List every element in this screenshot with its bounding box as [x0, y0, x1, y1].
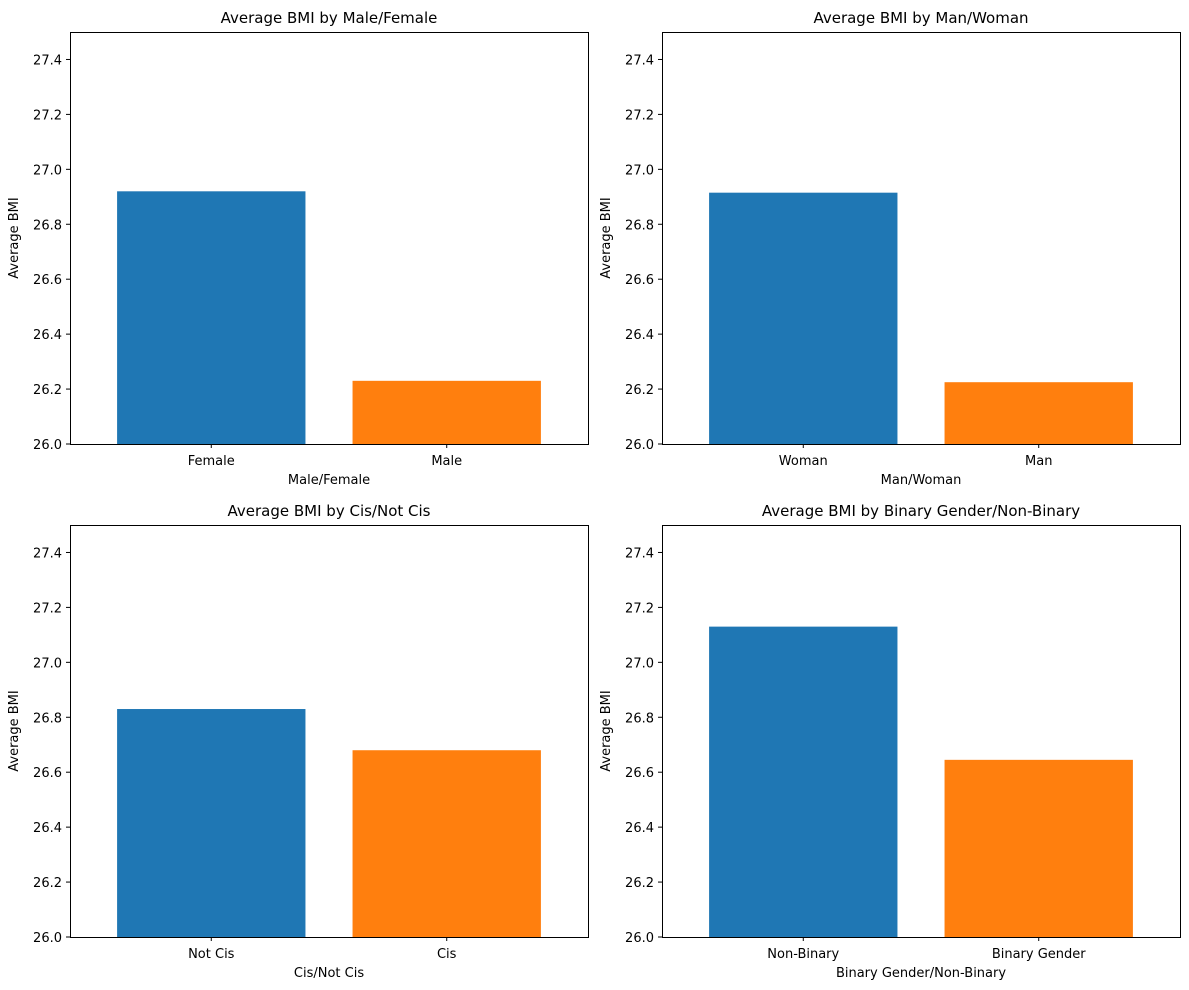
x-tick-label: Man — [1025, 454, 1052, 469]
y-tick-label: 27.0 — [625, 163, 654, 178]
chart-title: Average BMI by Cis/Not Cis — [228, 502, 431, 520]
chart-panel-1: Female Male 26.0 26.2 26.4 26.6 26.8 27.0 27.2 27… — [7, 9, 589, 488]
y-tick-label: 26.2 — [625, 876, 654, 891]
y-tick-label: 26.4 — [33, 328, 62, 343]
y-tick-label: 27.0 — [625, 656, 654, 671]
y-axis-label: Average BMI — [599, 197, 614, 279]
x-tick-label: Cis — [437, 947, 457, 962]
x-tick-label: Binary Gender — [992, 947, 1086, 962]
x-axis-label: Cis/Not Cis — [294, 966, 364, 981]
x-tick-label: Non-Binary — [767, 947, 839, 962]
y-tick-label: 27.2 — [625, 108, 654, 123]
bar-cis — [352, 750, 541, 937]
bar-binary-gender — [944, 759, 1133, 937]
y-tick-label: 26.2 — [33, 876, 62, 891]
x-tick-label: Woman — [779, 454, 828, 469]
bar-man — [944, 382, 1133, 444]
y-tick-label: 26.2 — [33, 383, 62, 398]
y-tick-label: 27.2 — [625, 601, 654, 616]
y-tick-label: 27.4 — [33, 546, 62, 561]
x-axis-label: Binary Gender/Non-Binary — [836, 966, 1006, 981]
y-tick-label: 26.4 — [33, 821, 62, 836]
y-tick-label: 27.0 — [33, 163, 62, 178]
bar-not-cis — [117, 709, 306, 937]
y-tick-label: 26.8 — [33, 711, 62, 726]
y-tick-label: 26.0 — [625, 438, 654, 453]
chart-panel-3: Not Cis Cis 26.0 26.2 26.4 26.6 26.8 27.0 27.2 27… — [7, 502, 589, 981]
y-tick-label: 27.2 — [33, 601, 62, 616]
y-tick-label: 26.4 — [625, 328, 654, 343]
y-tick-label: 26.8 — [625, 218, 654, 233]
y-tick-label: 26.8 — [625, 711, 654, 726]
chart-title: Average BMI by Binary Gender/Non-Binary — [762, 502, 1080, 520]
chart-panel-4: Non-Binary Binary Gender 26.0 26.2 26.4 26.6 2… — [599, 502, 1181, 981]
y-tick-label: 26.6 — [625, 273, 654, 288]
y-tick-label: 27.4 — [33, 53, 62, 68]
y-tick-label: 26.4 — [625, 821, 654, 836]
chart-title: Average BMI by Male/Female — [221, 9, 438, 27]
plot-frame — [662, 32, 1181, 445]
y-tick-label: 27.4 — [625, 546, 654, 561]
y-tick-label: 26.0 — [33, 438, 62, 453]
plot-frame — [70, 525, 589, 938]
x-tick-label: Male — [431, 454, 462, 469]
x-tick-label: Female — [188, 454, 235, 469]
y-tick-label: 26.6 — [33, 273, 62, 288]
chart-title: Average BMI by Man/Woman — [813, 9, 1028, 27]
chart-panel-2: Woman Man 26.0 26.2 26.4 26.6 26.8 27.0 27.2 27.4… — [599, 9, 1181, 488]
bar-male — [352, 380, 541, 444]
y-axis-label: Average BMI — [599, 690, 614, 772]
y-tick-label: 26.8 — [33, 218, 62, 233]
x-axis-label: Man/Woman — [881, 473, 962, 488]
y-tick-label: 26.0 — [33, 931, 62, 946]
y-tick-label: 27.4 — [625, 53, 654, 68]
y-tick-label: 26.6 — [33, 766, 62, 781]
y-tick-label: 26.0 — [625, 931, 654, 946]
bar-female — [117, 191, 306, 444]
y-tick-label: 26.2 — [625, 383, 654, 398]
y-tick-label: 27.2 — [33, 108, 62, 123]
y-tick-label: 26.6 — [625, 766, 654, 781]
plot-frame — [662, 525, 1181, 938]
x-axis-label: Male/Female — [288, 473, 370, 488]
y-axis-label: Average BMI — [7, 690, 22, 772]
bar-woman — [709, 192, 898, 444]
x-tick-label: Not Cis — [188, 947, 235, 962]
bar-non-binary — [709, 626, 898, 937]
plot-frame — [70, 32, 589, 445]
y-tick-label: 27.0 — [33, 656, 62, 671]
y-axis-label: Average BMI — [7, 197, 22, 279]
